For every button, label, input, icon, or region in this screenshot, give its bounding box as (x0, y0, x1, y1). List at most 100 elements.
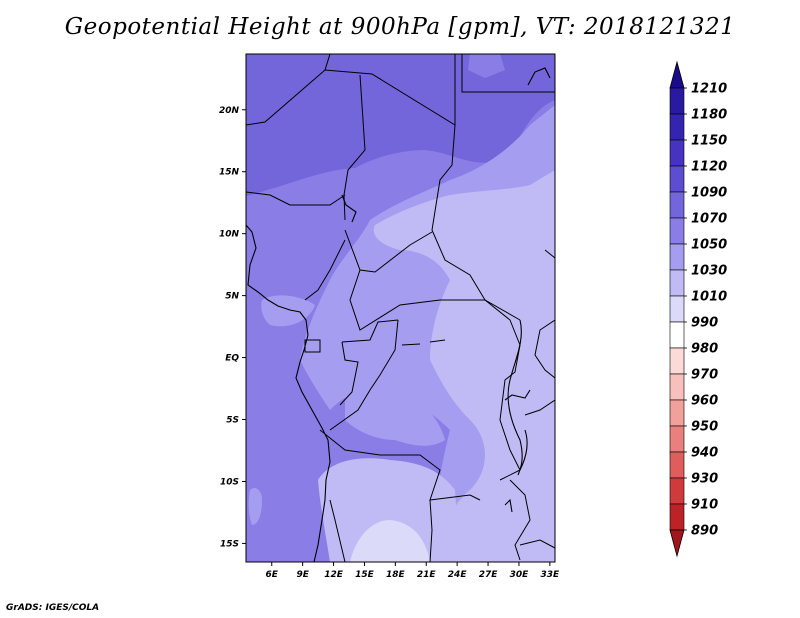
border-line (524, 399, 555, 416)
colorbar-label: 970 (691, 368, 718, 383)
colorbar-label: 1150 (691, 134, 727, 149)
colorbar-label: 1010 (691, 290, 727, 305)
x-tick-label: 6E (266, 570, 279, 580)
coastline-path (401, 339, 446, 346)
border-line (534, 319, 555, 379)
field-band-1010-south (318, 458, 460, 562)
colorbar-segment (669, 399, 685, 427)
border-line (329, 319, 399, 431)
colorbar-label: 930 (691, 472, 718, 487)
colorbar-label: 910 (691, 498, 718, 513)
y-tick-label: 5N (225, 292, 239, 302)
colorbar-segment (669, 113, 685, 141)
colorbar-label: 980 (691, 342, 718, 357)
border-line (484, 299, 521, 481)
coastline-path (504, 498, 513, 513)
x-axis: 6E 9E 12E 15E 18E 21E 24E 27E 30E 33E (266, 562, 560, 580)
coastline-path (519, 429, 528, 471)
border-line (431, 124, 486, 301)
colorbar-bottom-arrow (669, 529, 685, 558)
y-tick-label: 20N (219, 106, 240, 116)
border-line (344, 229, 433, 273)
border-line (319, 429, 481, 501)
chart-title: Geopotential Height at 900hPa [gpm], VT:… (64, 14, 736, 40)
field-band-1070-north (246, 54, 555, 196)
x-tick-label: 12E (324, 570, 344, 580)
x-tick-label: 24E (448, 570, 468, 580)
border-line (339, 341, 359, 406)
border-line (429, 499, 433, 562)
y-tick-label: 5S (226, 416, 239, 426)
field-band-990-south (350, 520, 430, 562)
border-line (341, 319, 399, 343)
x-tick-label: 30E (510, 570, 530, 580)
x-tick-label: 21E (417, 570, 437, 580)
x-tick-label: 27E (479, 570, 499, 580)
field-band-1050-ne (468, 54, 505, 78)
border-line (461, 54, 555, 93)
colorbar-label: 950 (691, 420, 718, 435)
colorbar-label: 1070 (691, 212, 727, 227)
coastline-path (507, 319, 523, 476)
x-tick-label: 33E (541, 570, 561, 580)
border-line (329, 499, 346, 562)
map-field (246, 54, 555, 562)
colorbar-segment (669, 191, 685, 219)
field-band-1010-east (373, 170, 555, 562)
coastline (246, 67, 551, 562)
plot-frame (245, 53, 556, 563)
colorbar-segment (669, 503, 685, 531)
colorbar-segment (669, 321, 685, 349)
coastline-path (504, 389, 531, 401)
colorbar-label: 1180 (691, 108, 727, 123)
coastline-path (527, 67, 551, 86)
colorbar-label: 890 (691, 524, 718, 539)
field-band-1030-atlantic (248, 488, 262, 525)
y-tick-label: 10S (220, 477, 239, 487)
colorbar-label: 990 (691, 316, 718, 331)
x-tick-label: 15E (355, 570, 375, 580)
field-band-1030-basin (345, 387, 445, 446)
colorbar-segment (669, 243, 685, 271)
y-tick-label: EQ (225, 354, 239, 364)
x-tick-label: 9E (296, 570, 309, 580)
y-tick-label: 15S (220, 539, 239, 549)
colorbar-segment (669, 425, 685, 453)
border-line (304, 239, 346, 301)
colorbar-segment (669, 87, 685, 115)
country-borders (246, 54, 555, 562)
border-line (324, 54, 331, 71)
colorbar-label: 1030 (691, 264, 727, 279)
credit-label: GrADS: IGES/COLA (6, 603, 100, 613)
colorbar-segment (669, 217, 685, 245)
colorbar-label: 940 (691, 446, 718, 461)
colorbar-label: 960 (691, 394, 718, 409)
x-tick-label: 18E (386, 570, 406, 580)
border-line (544, 249, 555, 259)
colorbar-segment (669, 451, 685, 479)
colorbar: 1210 1180 1150 1120 1090 1070 1050 1030 1010 990 9… (669, 60, 727, 558)
border-line (343, 74, 366, 221)
y-axis: 20N 15N 10N 5N EQ 5S 10S 15S (219, 106, 246, 549)
coastline-path (341, 194, 357, 223)
colorbar-label: 1120 (691, 160, 727, 175)
colorbar-segment (669, 269, 685, 297)
colorbar-segment (669, 165, 685, 193)
coastline-path (246, 224, 331, 562)
colorbar-label: 1210 (691, 82, 727, 97)
y-tick-label: 10N (219, 230, 240, 240)
border-line (246, 54, 456, 126)
colorbar-top-arrow (669, 60, 685, 89)
border-line (519, 539, 555, 549)
colorbar-label: 1090 (691, 186, 727, 201)
colorbar-segment (669, 139, 685, 167)
colorbar-segment (669, 295, 685, 323)
colorbar-segment (669, 477, 685, 505)
colorbar-label: 1050 (691, 238, 727, 253)
border-line (246, 191, 346, 206)
field-band-1030-gulf (261, 295, 315, 327)
colorbar-segment (669, 347, 685, 375)
border-line (509, 479, 531, 561)
y-tick-label: 15N (219, 168, 240, 178)
